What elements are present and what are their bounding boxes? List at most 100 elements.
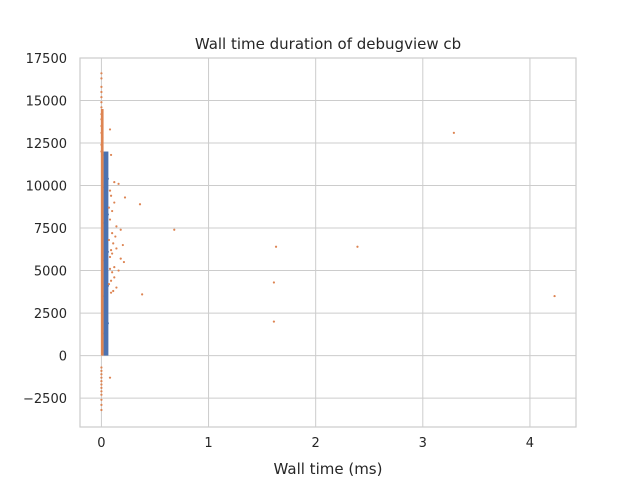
scatter-point bbox=[108, 376, 112, 379]
x-tick-label: 0 bbox=[97, 436, 105, 451]
scatter-point bbox=[100, 85, 103, 89]
scatter-point bbox=[119, 228, 122, 231]
y-tick-label: 10000 bbox=[26, 180, 67, 195]
scatter-point bbox=[105, 267, 108, 270]
scatter-point bbox=[100, 390, 103, 393]
scatter-point bbox=[100, 386, 103, 389]
scatter-point bbox=[274, 245, 278, 248]
scatter-point bbox=[109, 279, 113, 282]
scatter-point bbox=[111, 252, 114, 255]
scatter-point bbox=[105, 340, 108, 344]
scatter-point bbox=[106, 250, 109, 253]
scatter-point bbox=[108, 255, 112, 259]
scatter-point bbox=[108, 218, 112, 221]
scatter-point bbox=[100, 383, 103, 386]
y-tick-label: 17500 bbox=[26, 52, 67, 67]
x-tick-label: 4 bbox=[526, 436, 534, 451]
dense-point-band bbox=[100, 109, 104, 356]
series-1 bbox=[100, 72, 556, 412]
scatter-point bbox=[109, 249, 113, 252]
scatter-point bbox=[100, 101, 103, 104]
scatter-point bbox=[100, 96, 103, 99]
chart-title: Wall time duration of debugview cb bbox=[195, 35, 461, 53]
x-axis-label: Wall time (ms) bbox=[274, 460, 383, 478]
scatter-point bbox=[106, 177, 109, 180]
scatter-point bbox=[111, 232, 114, 235]
scatter-point bbox=[111, 209, 114, 213]
grid-lines bbox=[80, 57, 576, 427]
series-0 bbox=[103, 151, 109, 356]
scatter-point bbox=[100, 90, 103, 94]
scatter-point bbox=[109, 153, 113, 157]
scatter-point bbox=[100, 72, 103, 75]
scatter-point bbox=[103, 186, 106, 189]
scatter-point bbox=[100, 77, 103, 80]
scatter-point bbox=[113, 276, 116, 279]
scatter-point bbox=[105, 158, 108, 162]
scatter-point bbox=[103, 221, 106, 225]
y-tick-label: 15000 bbox=[26, 95, 67, 110]
scatter-point bbox=[107, 206, 111, 209]
scatter-point bbox=[104, 169, 107, 172]
scatter-point bbox=[106, 322, 109, 325]
scatter-point bbox=[104, 276, 107, 279]
scatter-point bbox=[103, 259, 106, 262]
scatter-point bbox=[104, 313, 107, 316]
scatter-point bbox=[100, 118, 103, 121]
data-series bbox=[100, 72, 556, 412]
scatter-point bbox=[115, 286, 118, 289]
scatter-point bbox=[100, 376, 103, 379]
scatter-point bbox=[100, 398, 103, 401]
scatter-point bbox=[121, 243, 124, 247]
scatter-point bbox=[115, 225, 118, 228]
scatter-point bbox=[105, 232, 108, 235]
scatter-point bbox=[117, 182, 120, 185]
scatter-point bbox=[119, 257, 122, 260]
y-tick-label: 12500 bbox=[26, 137, 67, 152]
scatter-point bbox=[113, 181, 116, 184]
scatter-point bbox=[113, 266, 116, 269]
scatter-point bbox=[100, 106, 103, 109]
scatter-point bbox=[101, 136, 104, 140]
scatter-point bbox=[100, 143, 103, 146]
scatter-point bbox=[173, 228, 176, 231]
scatter-point bbox=[100, 369, 103, 372]
scatter-point bbox=[100, 113, 103, 116]
scatter-point bbox=[100, 403, 103, 406]
scatter-point bbox=[112, 242, 115, 245]
y-tick-label: 5000 bbox=[34, 265, 67, 280]
x-tick-label: 3 bbox=[419, 436, 427, 451]
scatter-point bbox=[109, 291, 113, 294]
y-tick-label: 7500 bbox=[34, 222, 67, 237]
scatter-point bbox=[100, 366, 103, 369]
scatter-point bbox=[107, 238, 111, 242]
plot-frame bbox=[79, 57, 577, 428]
scatter-point bbox=[103, 153, 106, 157]
scatter-point bbox=[104, 349, 107, 352]
scatter-point bbox=[100, 408, 103, 412]
y-tick-label: 2500 bbox=[34, 307, 67, 322]
scatter-point bbox=[100, 373, 103, 376]
scatter-point bbox=[356, 245, 359, 248]
y-tick-labels: −2500 0 2500 5000 7500 10000 12500 15000 17500 bbox=[23, 52, 67, 407]
scatter-point bbox=[114, 235, 117, 238]
scatter-point bbox=[103, 332, 106, 335]
scatter-point bbox=[272, 320, 276, 323]
scatter-point bbox=[105, 303, 108, 306]
y-tick-label: −2500 bbox=[23, 392, 67, 407]
y-tick-label: 0 bbox=[59, 350, 67, 365]
scatter-point bbox=[104, 240, 107, 243]
scatter-point bbox=[108, 267, 112, 270]
scatter-point bbox=[123, 196, 127, 199]
scatter-point bbox=[100, 150, 103, 153]
scatter-point bbox=[100, 393, 103, 396]
scatter-point bbox=[106, 284, 109, 287]
scatter-point bbox=[122, 260, 126, 264]
scatter-point bbox=[111, 271, 114, 274]
x-tick-label: 2 bbox=[312, 436, 320, 451]
scatter-point bbox=[108, 189, 112, 192]
scatter-point bbox=[141, 293, 144, 296]
dense-point-band bbox=[103, 151, 109, 356]
scatter-point bbox=[138, 203, 142, 206]
scatter-point bbox=[553, 294, 556, 298]
